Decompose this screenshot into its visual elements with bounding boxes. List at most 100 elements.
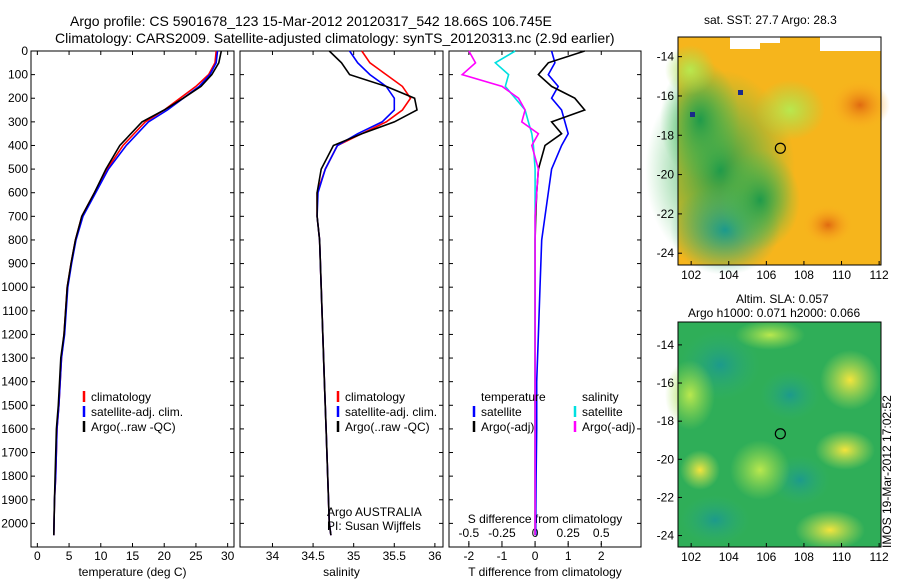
map-lat-label: -20 xyxy=(657,168,675,182)
legend-entry: climatology xyxy=(345,390,405,404)
x-tick-label: 34 xyxy=(266,549,280,563)
map-lon-label: 112 xyxy=(870,550,889,564)
x-axis-label: T difference from climatology xyxy=(468,565,622,579)
map-lon-label: 104 xyxy=(719,550,739,564)
depth-tick-label: 0 xyxy=(21,44,28,58)
map-lat-label: -16 xyxy=(657,89,675,103)
legend-entry: Argo(..raw -QC) xyxy=(91,420,176,434)
legend-entry: satellite-adj. clim. xyxy=(345,405,437,419)
depth-tick-label: 1900 xyxy=(1,493,28,507)
depth-tick-label: 100 xyxy=(8,68,28,82)
x-tick-label: -1 xyxy=(497,549,508,563)
depth-tick-label: 1300 xyxy=(1,351,28,365)
map-frame-2 xyxy=(677,321,882,548)
depth-tick-label: 1800 xyxy=(1,469,28,483)
map-lat-label: -14 xyxy=(657,50,675,64)
depth-tick-label: 1700 xyxy=(1,446,28,460)
sla-map-field xyxy=(665,320,881,550)
depth-tick-label: 900 xyxy=(8,257,28,271)
depth-tick-label: 700 xyxy=(8,209,28,223)
x-tick-label: 25 xyxy=(189,549,203,563)
depth-tick-label: 1500 xyxy=(1,398,28,412)
legend-heading-temperature: temperature xyxy=(481,390,546,404)
x-axis-label: temperature (deg C) xyxy=(78,565,186,579)
x-tick-label: 2 xyxy=(598,549,605,563)
map-lon-label: 106 xyxy=(756,550,776,564)
s-diff-tick-label: 0.25 xyxy=(556,526,580,540)
map-lat-label: -20 xyxy=(657,452,675,466)
map-lon-label: 106 xyxy=(756,268,776,282)
sst-map-title: sat. SST: 27.7 Argo: 28.3 xyxy=(704,13,837,27)
panel-frame-3 xyxy=(448,50,642,548)
depth-tick-label: 1200 xyxy=(1,327,28,341)
depth-tick-label: 800 xyxy=(8,233,28,247)
map-lat-label: -22 xyxy=(657,490,675,504)
legend-entry: climatology xyxy=(91,390,151,404)
map-lon-label: 102 xyxy=(681,268,701,282)
map-lon-label: 104 xyxy=(719,268,739,282)
map-lon-label: 102 xyxy=(681,550,701,564)
legend-entry: Argo(-adj) xyxy=(582,420,635,434)
x-tick-label: 35.5 xyxy=(383,549,407,563)
figure-title-line1: Argo profile: CS 5901678_123 15-Mar-2012… xyxy=(70,13,552,29)
series-line-argo-raw-qc- xyxy=(53,50,223,536)
figure-title-line2: Climatology: CARS2009. Satellite-adjuste… xyxy=(55,30,615,46)
depth-tick-label: 500 xyxy=(8,162,28,176)
series-line-climatology xyxy=(316,50,412,536)
x-tick-label: 10 xyxy=(94,549,108,563)
legend-entry: satellite xyxy=(582,405,623,419)
legend-entry: satellite xyxy=(481,405,522,419)
legend-entry: satellite-adj. clim. xyxy=(91,405,183,419)
series-line-salinity-argo-adj- xyxy=(460,50,540,536)
argo-annotation: PI: Susan Wijffels xyxy=(327,519,421,533)
map-lon-label: 108 xyxy=(794,268,814,282)
depth-tick-label: 1400 xyxy=(1,375,28,389)
s-diff-axis-label: S difference from climatology xyxy=(468,512,623,526)
map-lon-label: 110 xyxy=(832,268,851,282)
map-lon-label: 110 xyxy=(832,550,851,564)
x-tick-label: 35 xyxy=(347,549,361,563)
argo-position-marker xyxy=(774,142,786,154)
series-line-temperature-argo-adj- xyxy=(534,50,587,536)
series-line-salinity-satellite xyxy=(493,50,536,536)
s-diff-tick-label: -0.25 xyxy=(488,526,516,540)
legend-heading-salinity: salinity xyxy=(582,390,619,404)
x-tick-label: 20 xyxy=(158,549,172,563)
depth-tick-label: 1600 xyxy=(1,422,28,436)
depth-tick-label: 2000 xyxy=(1,516,28,530)
s-diff-tick-label: 0.5 xyxy=(593,526,610,540)
x-tick-label: 0 xyxy=(532,549,539,563)
map-frame-1 xyxy=(677,36,882,266)
depth-tick-label: 200 xyxy=(8,91,28,105)
series-line-temperature-satellite xyxy=(534,50,570,536)
x-tick-label: 1 xyxy=(565,549,572,563)
legend-entry: Argo(-adj) xyxy=(481,420,534,434)
depth-tick-label: 400 xyxy=(8,138,28,152)
series-line-satellite-adj-clim- xyxy=(53,50,219,536)
series-line-climatology xyxy=(53,50,217,536)
map-lat-label: -18 xyxy=(657,414,675,428)
x-tick-label: 15 xyxy=(126,549,140,563)
map-lat-label: -18 xyxy=(657,128,675,142)
depth-tick-label: 1100 xyxy=(2,304,28,318)
depth-tick-label: 1000 xyxy=(1,280,28,294)
argo-annotation: Argo AUSTRALIA xyxy=(327,505,422,519)
x-axis-label: salinity xyxy=(323,565,360,579)
legend-entry: Argo(..raw -QC) xyxy=(345,420,430,434)
x-tick-label: -2 xyxy=(464,549,475,563)
sst-map-field xyxy=(645,37,890,275)
series-line-argo-raw-qc- xyxy=(316,50,418,536)
map-lon-label: 112 xyxy=(870,268,889,282)
s-diff-tick-label: -0.5 xyxy=(459,526,480,540)
panel-frame-1 xyxy=(30,50,235,548)
map-lon-label: 108 xyxy=(794,550,814,564)
x-tick-label: 36 xyxy=(428,549,442,563)
map-lat-label: -22 xyxy=(657,207,675,221)
map-lat-label: -24 xyxy=(657,246,675,260)
sla-map-title-line1: Altim. SLA: 0.057 xyxy=(736,292,829,306)
x-tick-label: 30 xyxy=(221,549,235,563)
map-lat-label: -14 xyxy=(657,338,675,352)
depth-tick-label: 300 xyxy=(8,115,28,129)
x-tick-label: 34.5 xyxy=(301,549,325,563)
